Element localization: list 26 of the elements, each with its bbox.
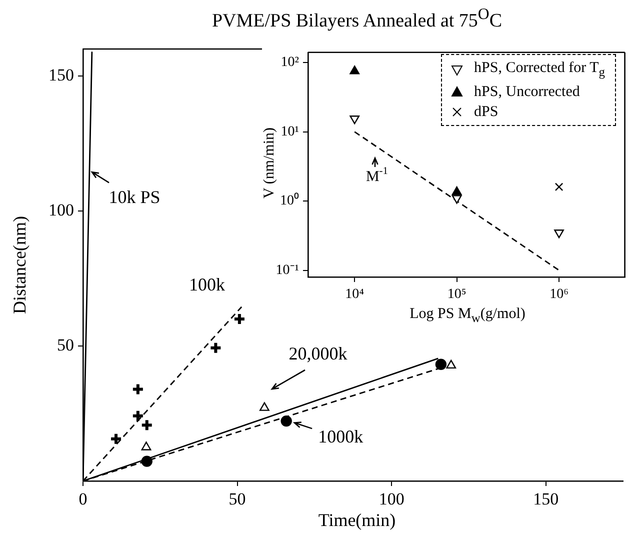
chart-title: PVME/PS Bilayers Annealed at 75$^{O}$C: [210, 6, 504, 32]
legend-label: hPS, Uncorrected: [474, 83, 580, 102]
x-tick-label: 150: [533, 490, 559, 509]
x-axis-title: Time(min): [317, 510, 397, 531]
y-tick-label: 100: [48, 200, 74, 220]
x-tick-label: 0: [78, 490, 88, 509]
y-tick-label: 10²: [280, 55, 299, 70]
annotation: 10k PS: [108, 187, 160, 208]
legend-label: dPS: [474, 103, 498, 122]
y-tick-label: 10¹: [280, 124, 299, 140]
annotation: 20,000k: [288, 344, 348, 364]
y-axis-title: Distance(nm): [10, 216, 30, 314]
y-tick-label: 10⁻¹: [276, 262, 299, 278]
annotation: 1000k: [318, 426, 364, 447]
x-tick-label: 50: [228, 490, 246, 509]
x-tick-label: 10⁶: [550, 287, 569, 302]
y-axis-title: V (nm/min): [262, 128, 278, 198]
x-tick-label: 10⁵: [447, 287, 466, 302]
x-tick-label: 100: [378, 490, 404, 509]
y-tick-label: 50: [57, 335, 74, 354]
legend-label: hPS, Corrected for T$_{g}$: [474, 59, 605, 81]
annotation: 100k: [189, 274, 225, 295]
y-tick-label: 150: [48, 65, 74, 84]
y-tick-label: 10⁰: [280, 192, 299, 209]
x-tick-label: 10⁴: [345, 287, 364, 302]
x-axis-title: Log PS M$_{w}$(g/mol): [408, 306, 526, 326]
